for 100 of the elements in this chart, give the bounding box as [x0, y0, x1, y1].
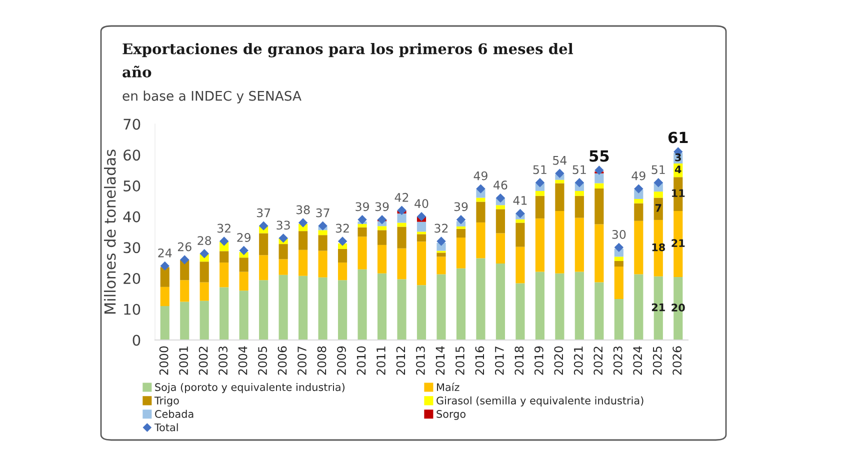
bar [594, 183, 604, 188]
bar [278, 274, 288, 340]
bar [496, 263, 506, 340]
bar [416, 242, 426, 286]
point [397, 206, 406, 216]
bar [397, 279, 406, 340]
bar [377, 230, 387, 245]
point [496, 193, 506, 203]
bar [674, 211, 683, 278]
data-label: 33 [276, 220, 290, 230]
chart-subtitle: en base a INDEC y SENASA [122, 90, 302, 104]
x-tick-label: 2024 [633, 346, 642, 375]
bar [496, 209, 506, 234]
y-tick-label: 0 [132, 334, 140, 346]
data-label: 28 [198, 236, 212, 246]
data-label: 51 [533, 165, 546, 174]
bar [614, 298, 624, 340]
data-label: 54 [553, 156, 567, 165]
bar [278, 244, 288, 260]
point [239, 246, 248, 256]
point [535, 178, 545, 188]
bar [476, 222, 486, 258]
x-tick-label: 2008 [317, 346, 326, 375]
bar [318, 250, 328, 278]
y-tick-label: 70 [124, 118, 140, 130]
point [516, 208, 525, 218]
x-tick-label: 2001 [179, 346, 188, 375]
bar [634, 220, 644, 274]
bar [318, 235, 328, 251]
x-tick-label: 2022 [594, 346, 603, 375]
x-tick-label: 2012 [396, 346, 406, 375]
x-tick-label: 2017 [494, 346, 504, 375]
bar [239, 258, 248, 272]
bar [358, 227, 367, 237]
point [278, 234, 288, 243]
bar [220, 287, 229, 340]
point [594, 166, 604, 175]
data-label: 4 [674, 166, 682, 174]
bar [259, 233, 268, 256]
bar [436, 252, 446, 257]
y-tick-label: 60 [124, 150, 140, 161]
bar [654, 198, 663, 220]
legend-label: Cebada [155, 410, 194, 418]
bar [456, 226, 466, 229]
bar [397, 248, 406, 280]
bar [594, 282, 604, 340]
point [634, 184, 644, 194]
bar [318, 230, 328, 236]
point [436, 236, 446, 246]
bar [516, 283, 525, 340]
bar [614, 256, 624, 262]
data-label: 37 [316, 208, 330, 218]
bar [259, 255, 268, 280]
point [180, 255, 190, 264]
bar [496, 205, 506, 210]
bar [614, 266, 624, 299]
point [258, 221, 268, 230]
bar [377, 226, 387, 230]
bar [338, 262, 348, 280]
x-tick-label: 2019 [534, 346, 544, 375]
bar [160, 306, 170, 340]
data-label: 37 [256, 208, 270, 218]
x-tick-label: 2010 [356, 346, 366, 375]
bar [416, 232, 426, 234]
chart-title: Exportaciones de granos para los primeros 6 meses del año [122, 43, 574, 78]
bar [594, 188, 604, 224]
y-tick-label: 40 [123, 211, 140, 222]
bar [278, 259, 288, 275]
x-tick-label: 2003 [218, 346, 228, 375]
data-label: 39 [375, 202, 389, 212]
bar [476, 202, 486, 222]
data-label: 24 [158, 248, 172, 258]
x-tick-label: 2026 [672, 346, 682, 375]
bar [654, 192, 663, 198]
x-tick-label: 2014 [436, 346, 445, 375]
data-label: 7 [655, 204, 662, 212]
y-tick-label: 30 [124, 242, 140, 254]
annotation: 61 [668, 132, 688, 144]
bar [476, 258, 486, 340]
bar [436, 274, 446, 340]
point [456, 215, 466, 224]
x-tick-label: 2016 [475, 346, 484, 375]
bar [180, 302, 190, 340]
data-label: 40 [414, 199, 428, 208]
bar [416, 285, 426, 340]
data-label: 49 [474, 171, 488, 180]
bar [574, 196, 584, 218]
bar [318, 277, 328, 340]
x-tick-label: 2007 [298, 346, 306, 375]
data-label: 51 [572, 165, 586, 174]
bar [220, 262, 229, 288]
bar [476, 198, 486, 202]
bar [535, 272, 544, 340]
bar [516, 222, 525, 247]
bar [298, 231, 308, 250]
bar [416, 234, 426, 242]
y-tick-label: 50 [124, 180, 140, 192]
bar [416, 222, 426, 232]
data-label: 46 [494, 180, 508, 190]
point [358, 215, 367, 224]
